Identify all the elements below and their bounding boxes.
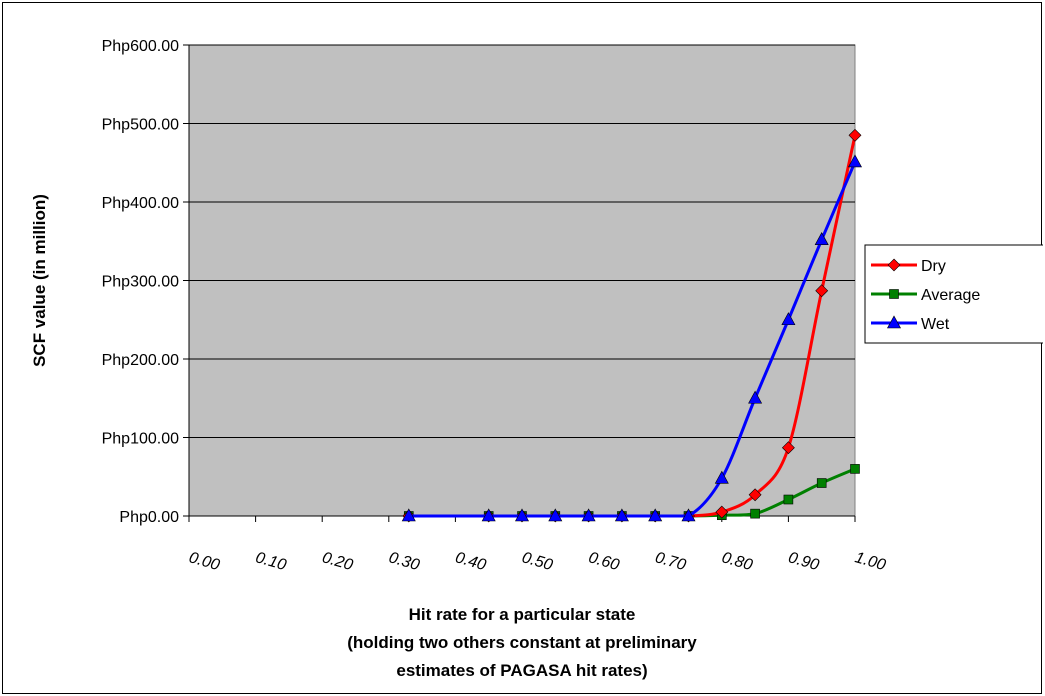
y-tick-labels: Php0.00 Php100.00 Php200.00 Php300.00 Php400…: [102, 38, 180, 526]
y-tick-label: Php200.00: [102, 352, 180, 369]
data-point-wet: [548, 508, 563, 522]
data-point-wet: [481, 508, 496, 522]
data-point-wet: [714, 470, 729, 484]
y-tick-label: Php300.00: [102, 274, 180, 291]
x-tick-label: 0.60: [587, 549, 622, 574]
x-tick-label: 0.00: [187, 549, 222, 574]
data-point-average: [783, 494, 794, 505]
data-point-dry: [848, 128, 862, 142]
data-point-dry: [715, 505, 729, 519]
line-chart: Php0.00 Php100.00 Php200.00 Php300.00 Php400…: [30, 38, 1043, 680]
y-tick-label: Php0.00: [119, 509, 179, 526]
x-tick-label: 0.80: [720, 549, 755, 574]
data-point-wet: [514, 508, 530, 522]
legend-item-average: Average: [871, 287, 980, 304]
data-point-dry: [815, 284, 829, 298]
data-point-dry: [748, 488, 762, 502]
x-axis-title-line-1: Hit rate for a particular state: [409, 605, 636, 624]
y-axis-title: SCF value (in million): [30, 194, 49, 367]
data-point-average: [750, 508, 760, 519]
data-point-wet: [748, 390, 763, 404]
x-axis-title: Hit rate for a particular state (holding…: [347, 605, 697, 680]
data-point-wet: [781, 312, 796, 326]
legend-label: Dry: [921, 258, 946, 275]
series-wet: [401, 154, 863, 522]
data-point-wet: [648, 508, 663, 522]
x-tick-label: 0.30: [387, 549, 422, 574]
x-tick-label: 0.90: [786, 549, 821, 574]
data-point-wet: [614, 508, 629, 522]
x-tick-labels: 0.00 0.10 0.20 0.30 0.40 0.50 0.60 0.70 0.80 0.90…: [187, 549, 888, 574]
legend-label: Wet: [921, 316, 950, 333]
data-point-wet: [681, 508, 696, 522]
data-point-wet: [401, 508, 416, 522]
legend-swatch-marker: [887, 258, 901, 272]
legend-swatch-marker: [886, 315, 902, 329]
x-tick-label: 0.10: [254, 549, 289, 574]
x-tick-label: 0.20: [320, 549, 355, 574]
data-point-wet: [814, 232, 829, 245]
x-axis-title-line-3: estimates of PAGASA hit rates): [396, 661, 647, 680]
legend: Dry Average Wet: [864, 244, 1043, 344]
data-point-average: [850, 464, 860, 474]
x-tick-label: 0.70: [653, 549, 688, 574]
y-tick-label: Php100.00: [102, 431, 180, 448]
y-tick-label: Php500.00: [102, 117, 180, 134]
x-axis-title-line-2: (holding two others constant at prelimin…: [347, 633, 697, 652]
x-tick-label: 0.40: [453, 549, 488, 574]
x-tick-label: 1.00: [853, 549, 888, 574]
data-point-wet: [581, 508, 596, 522]
data-point-dry: [781, 441, 795, 455]
x-tick-label: 0.50: [520, 549, 555, 574]
data-point-average: [816, 478, 827, 488]
legend-swatch-marker: [889, 289, 899, 299]
legend-label: Average: [921, 287, 980, 304]
grid-lines: [189, 44, 855, 438]
series-group: [401, 128, 863, 523]
legend-item-wet: Wet: [871, 315, 950, 333]
y-tick-label: Php600.00: [102, 38, 180, 55]
legend-item-dry: Dry: [871, 258, 946, 275]
data-point-wet: [847, 154, 863, 168]
y-tick-label: Php400.00: [102, 195, 180, 212]
